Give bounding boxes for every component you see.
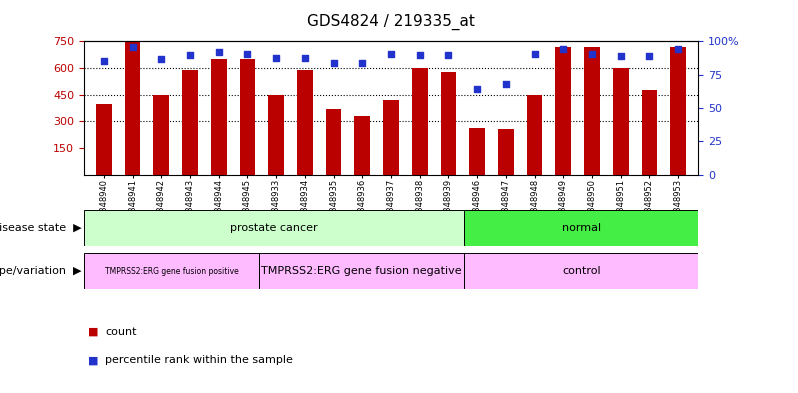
Text: TMPRSS2:ERG gene fusion positive: TMPRSS2:ERG gene fusion positive [105,267,239,275]
Bar [354,116,370,175]
Point [528,51,541,57]
Point [471,86,484,92]
Text: TMPRSS2:ERG gene fusion negative: TMPRSS2:ERG gene fusion negative [262,266,462,276]
Bar [297,70,313,175]
Bar [326,109,342,175]
Bar [555,47,571,175]
Bar [498,129,514,175]
Bar [613,68,629,175]
Text: prostate cancer: prostate cancer [230,223,318,233]
Text: GDS4824 / 219335_at: GDS4824 / 219335_at [307,14,475,30]
Text: control: control [562,266,601,276]
Point [298,55,311,62]
Bar [584,47,600,175]
Text: disease state  ▶: disease state ▶ [0,223,81,233]
Text: percentile rank within the sample: percentile rank within the sample [105,355,293,365]
Bar [670,47,686,175]
Text: ■: ■ [88,355,98,365]
Point [212,49,225,55]
Point [557,46,570,52]
Bar [464,253,698,289]
Point [586,51,598,57]
Bar [153,95,169,175]
Text: normal: normal [562,223,601,233]
Bar [84,210,464,246]
Bar [527,95,543,175]
Bar [383,100,399,175]
Point [442,52,455,58]
Point [241,51,254,57]
Bar [211,59,227,175]
Bar [84,253,259,289]
Point [385,51,397,57]
Bar [239,59,255,175]
Point [643,53,656,59]
Bar [259,253,464,289]
Text: genotype/variation  ▶: genotype/variation ▶ [0,266,81,276]
Bar [412,68,428,175]
Point [126,44,139,50]
Text: ■: ■ [88,327,98,337]
Text: count: count [105,327,136,337]
Point [500,81,512,87]
Bar [642,90,658,175]
Bar [440,72,456,175]
Point [413,52,426,58]
Point [356,59,369,66]
Point [614,53,627,59]
Point [97,57,110,64]
Bar [469,128,485,175]
Point [672,46,685,52]
Point [270,55,282,62]
Point [155,56,168,62]
Bar [124,41,140,175]
Bar [182,70,198,175]
Point [184,52,196,58]
Bar [96,104,112,175]
Bar [464,210,698,246]
Bar [268,95,284,175]
Point [327,59,340,66]
